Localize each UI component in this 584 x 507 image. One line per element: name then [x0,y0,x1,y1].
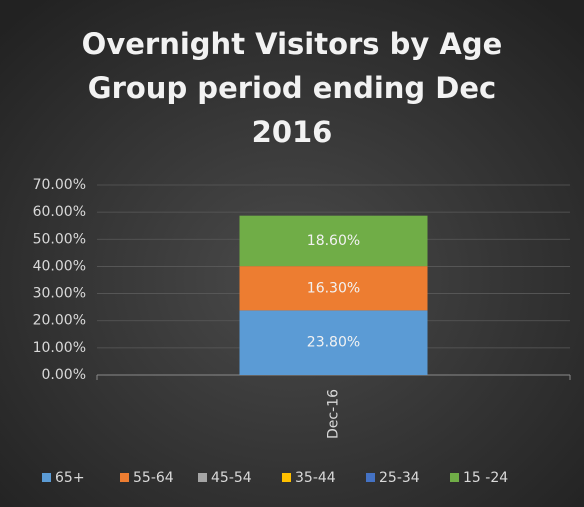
legend-swatch [450,473,459,482]
y-tick-label: 60.00% [33,204,86,220]
chart-title: Overnight Visitors by Age Group period e… [81,27,503,149]
legend-swatch [198,473,207,482]
legend-label: 55-64 [133,470,174,486]
y-tick-label: 50.00% [33,231,86,247]
y-tick-label: 10.00% [33,340,86,356]
data-label: 23.80% [307,335,360,351]
y-tick-label: 0.00% [42,367,86,383]
y-tick-label: 30.00% [33,286,86,302]
legend-swatch [42,473,51,482]
legend-label: 65+ [55,470,85,486]
legend-label: 25-34 [379,470,420,486]
legend-swatch [282,473,291,482]
y-tick-label: 40.00% [33,258,86,274]
data-label: 18.60% [307,233,360,249]
x-tick-label: Dec-16 [326,389,342,439]
legend-label: 45-54 [211,470,252,486]
legend-swatch [366,473,375,482]
bar-segment [239,266,428,311]
y-tick-label: 70.00% [33,177,86,193]
y-tick-label: 20.00% [33,313,86,329]
legend-label: 35-44 [295,470,336,486]
legend-label: 15 -24 [463,470,508,486]
bar-segment [239,310,428,375]
legend-swatch [120,473,129,482]
bar-segment [239,215,428,267]
data-label: 16.30% [307,280,360,296]
